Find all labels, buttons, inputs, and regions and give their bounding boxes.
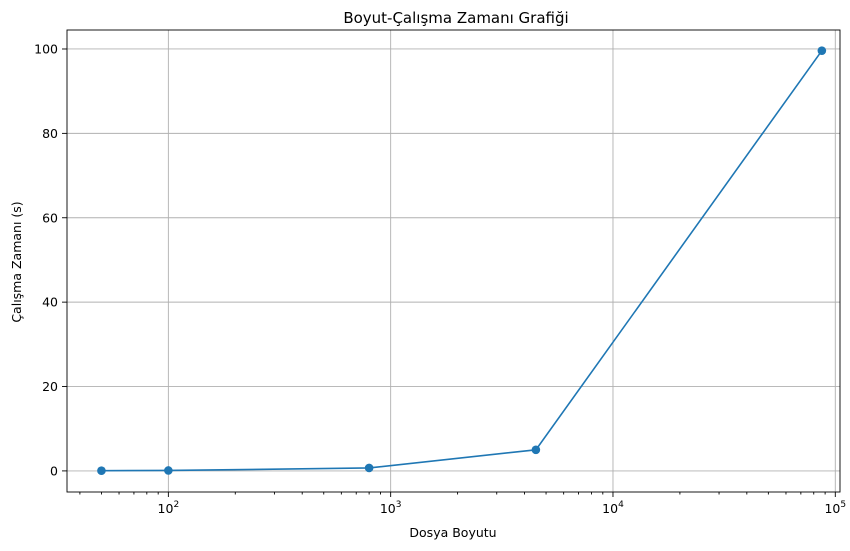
grid — [67, 30, 840, 492]
x-tick-label: 102 — [158, 500, 180, 516]
data-point — [531, 445, 541, 455]
x-axis-label: Dosya Boyutu — [409, 525, 496, 540]
y-axis-ticks: 0 20 40 60 80 100 — [34, 41, 67, 478]
y-tick-label: 100 — [34, 41, 58, 56]
y-tick-label: 40 — [42, 295, 58, 310]
data-points — [97, 46, 827, 475]
y-axis-label: Çalışma Zamanı (s) — [9, 201, 24, 322]
x-axis-ticks: 102 103 104 105 — [79, 492, 846, 516]
data-point — [817, 46, 827, 55]
data-point — [364, 463, 374, 473]
series-line — [101, 50, 823, 472]
x-tick-label: 104 — [602, 500, 624, 516]
chart-title: Boyut-Çalışma Zamanı Grafiği — [343, 9, 568, 27]
y-tick-label: 80 — [42, 126, 58, 141]
series-line-group — [101, 50, 823, 472]
data-point — [97, 466, 106, 475]
y-tick-label: 0 — [50, 463, 58, 478]
data-point — [164, 466, 173, 475]
y-tick-label: 60 — [42, 210, 58, 225]
x-tick-label: 103 — [380, 500, 402, 516]
x-tick-label: 105 — [824, 500, 846, 516]
y-tick-label: 20 — [42, 379, 58, 394]
plot-frame — [66, 29, 841, 493]
